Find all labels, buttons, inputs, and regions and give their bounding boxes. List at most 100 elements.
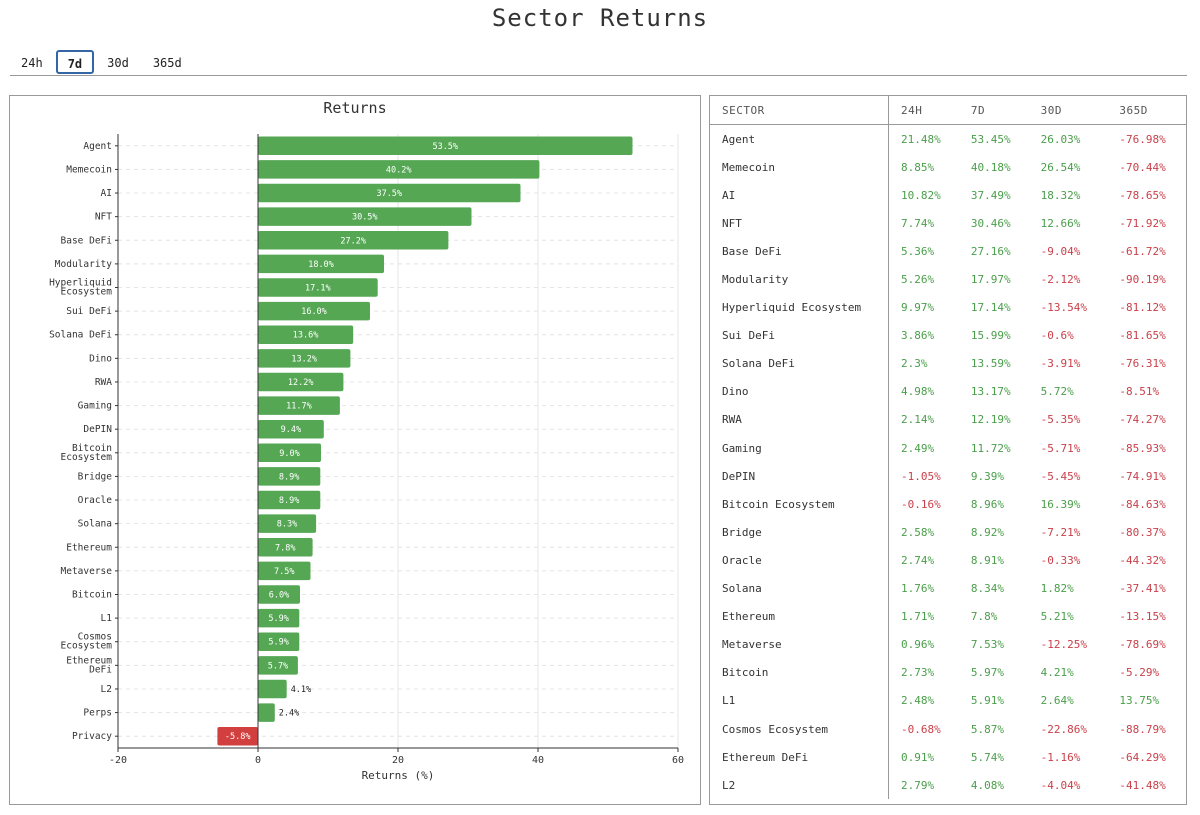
return-cell-30d: -9.04% — [1040, 244, 1081, 258]
return-cell-7d: 17.97% — [970, 273, 1011, 287]
table-row: Base DeFi 5.36% 27.16% -9.04% -61.72% — [710, 237, 1186, 266]
data-label: 13.6% — [293, 331, 319, 341]
category-label: Solana — [78, 519, 112, 530]
return-cell-30d: -12.25% — [1040, 638, 1088, 652]
column-header-24h[interactable]: 24H — [888, 96, 959, 125]
table-row: Ethereum 1.71% 7.8% 5.21% -13.15% — [710, 602, 1186, 631]
return-cell-365d: -78.65% — [1119, 188, 1166, 202]
return-cell-365d: -74.27% — [1119, 413, 1166, 427]
return-cell-30d: 2.64% — [1040, 694, 1074, 708]
data-label: 27.2% — [340, 236, 366, 246]
category-label: Modularity — [55, 259, 112, 270]
return-cell-30d: -5.71% — [1040, 441, 1081, 455]
return-cell-24h: -1.05% — [901, 469, 941, 483]
bar — [217, 726, 258, 746]
return-cell-365d: -81.12% — [1119, 301, 1166, 315]
return-cell-30d: 26.54% — [1040, 160, 1081, 174]
column-header-sector[interactable]: SECTOR — [710, 96, 889, 125]
return-cell-365d: -5.29% — [1119, 666, 1160, 680]
return-cell-24h: 2.79% — [901, 778, 935, 792]
data-label: 30.5% — [352, 213, 378, 223]
sector-name: Memecoin — [710, 153, 889, 182]
sector-name: Hyperliquid Ecosystem — [710, 293, 889, 322]
return-cell-365d: -37.41% — [1119, 582, 1166, 596]
data-label: 7.8% — [275, 543, 295, 553]
column-header-7d[interactable]: 7D — [958, 96, 1029, 125]
tab-7d[interactable]: 7d — [55, 50, 95, 74]
category-label: L2 — [101, 684, 112, 695]
category-label: Bridge — [78, 471, 113, 482]
return-cell-30d: -2.12% — [1040, 273, 1081, 287]
table-row: Solana DeFi 2.3% 13.59% -3.91% -76.31% — [710, 349, 1186, 378]
category-label-line: Bitcoin — [72, 443, 112, 454]
sector-name: Solana DeFi — [710, 349, 889, 378]
return-cell-365d: -41.48% — [1119, 778, 1166, 792]
return-cell-365d: -71.92% — [1119, 216, 1166, 230]
category-label-line: Hyperliquid — [49, 278, 112, 289]
category-label: Sui DeFi — [66, 306, 112, 317]
data-label: 8.3% — [277, 520, 297, 530]
data-label: 5.7% — [268, 661, 288, 671]
sector-name: Metaverse — [710, 630, 889, 659]
bar — [258, 301, 370, 321]
return-cell-7d: 5.91% — [970, 694, 1005, 708]
sector-name: Ethereum — [710, 602, 889, 631]
tab-30d[interactable]: 30d — [96, 49, 140, 75]
table-row: Bridge 2.58% 8.92% -7.21% -80.37% — [710, 518, 1186, 547]
sector-name: Sui DeFi — [710, 321, 889, 350]
return-cell-7d: 5.97% — [970, 666, 1005, 680]
table-row: L2 2.79% 4.08% -4.04% -41.48% — [710, 771, 1186, 800]
column-header-365d[interactable]: 365D — [1107, 96, 1186, 125]
return-cell-7d: 7.8% — [970, 610, 998, 624]
category-label: Perps — [83, 708, 112, 719]
bar — [258, 136, 633, 156]
return-cell-30d: -1.16% — [1040, 750, 1081, 764]
return-cell-24h: 2.74% — [901, 553, 935, 567]
data-label: 6.0% — [269, 591, 289, 601]
tab-365d[interactable]: 365d — [142, 49, 193, 75]
return-cell-24h: 1.76% — [901, 582, 935, 596]
table-row: Ethereum DeFi 0.91% 5.74% -1.16% -64.29% — [710, 743, 1186, 772]
bar — [258, 703, 275, 722]
sector-name: DePIN — [710, 462, 889, 491]
table-row: Memecoin 8.85% 40.18% 26.54% -70.44% — [710, 153, 1186, 182]
category-label: Ethereum — [66, 542, 112, 553]
category-label: Hyperliquid Ecosystem — [49, 278, 112, 298]
sector-name: L1 — [710, 686, 889, 715]
return-cell-7d: 8.34% — [970, 582, 1005, 596]
return-cell-365d: -61.72% — [1119, 244, 1166, 258]
data-label: 11.7% — [286, 402, 312, 412]
category-label-line: Cosmos — [78, 632, 112, 643]
sector-name: Bridge — [710, 518, 889, 547]
table-row: Cosmos Ecosystem -0.68% 5.87% -22.86% -88.79… — [710, 714, 1186, 744]
return-cell-30d: 12.66% — [1040, 216, 1081, 230]
return-cell-365d: -81.65% — [1119, 329, 1166, 343]
return-cell-365d: -64.29% — [1119, 750, 1166, 764]
column-header-30d[interactable]: 30D — [1028, 96, 1108, 125]
sector-name: AI — [710, 181, 889, 210]
return-cell-7d: 7.53% — [970, 638, 1005, 652]
bar — [258, 372, 344, 392]
table-row: Modularity 5.26% 17.97% -2.12% -90.19% — [710, 265, 1186, 294]
sector-name: Bitcoin — [710, 658, 889, 687]
chart-title: Returns — [323, 99, 386, 117]
category-label: Dino — [89, 353, 112, 364]
return-cell-30d: -7.21% — [1040, 525, 1081, 539]
x-axis-label: Returns (%) — [362, 769, 435, 782]
table-row: Gaming 2.49% 11.72% -5.71% -85.93% — [710, 434, 1186, 463]
table-row: Metaverse 0.96% 7.53% -12.25% -78.69% — [710, 630, 1186, 659]
sector-name: Agent — [710, 124, 889, 154]
category-label: Bitcoin Ecosystem — [61, 443, 113, 463]
table-row: NFT 7.74% 30.46% 12.66% -71.92% — [710, 209, 1186, 238]
data-label: 13.2% — [291, 354, 317, 364]
return-cell-7d: 8.96% — [970, 497, 1005, 511]
table-header-row: SECTOR 24H 7D 30D 365D — [710, 96, 1186, 125]
data-label: 53.5% — [432, 142, 458, 152]
tab-24h[interactable]: 24h — [10, 49, 54, 75]
return-cell-30d: 5.21% — [1040, 610, 1074, 624]
table-row: Bitcoin 2.73% 5.97% 4.21% -5.29% — [710, 658, 1186, 687]
data-label: 18.0% — [308, 260, 334, 270]
return-cell-7d: 53.45% — [970, 132, 1011, 146]
table-row: Oracle 2.74% 8.91% -0.33% -44.32% — [710, 546, 1186, 575]
return-cell-24h: 2.48% — [901, 694, 935, 708]
